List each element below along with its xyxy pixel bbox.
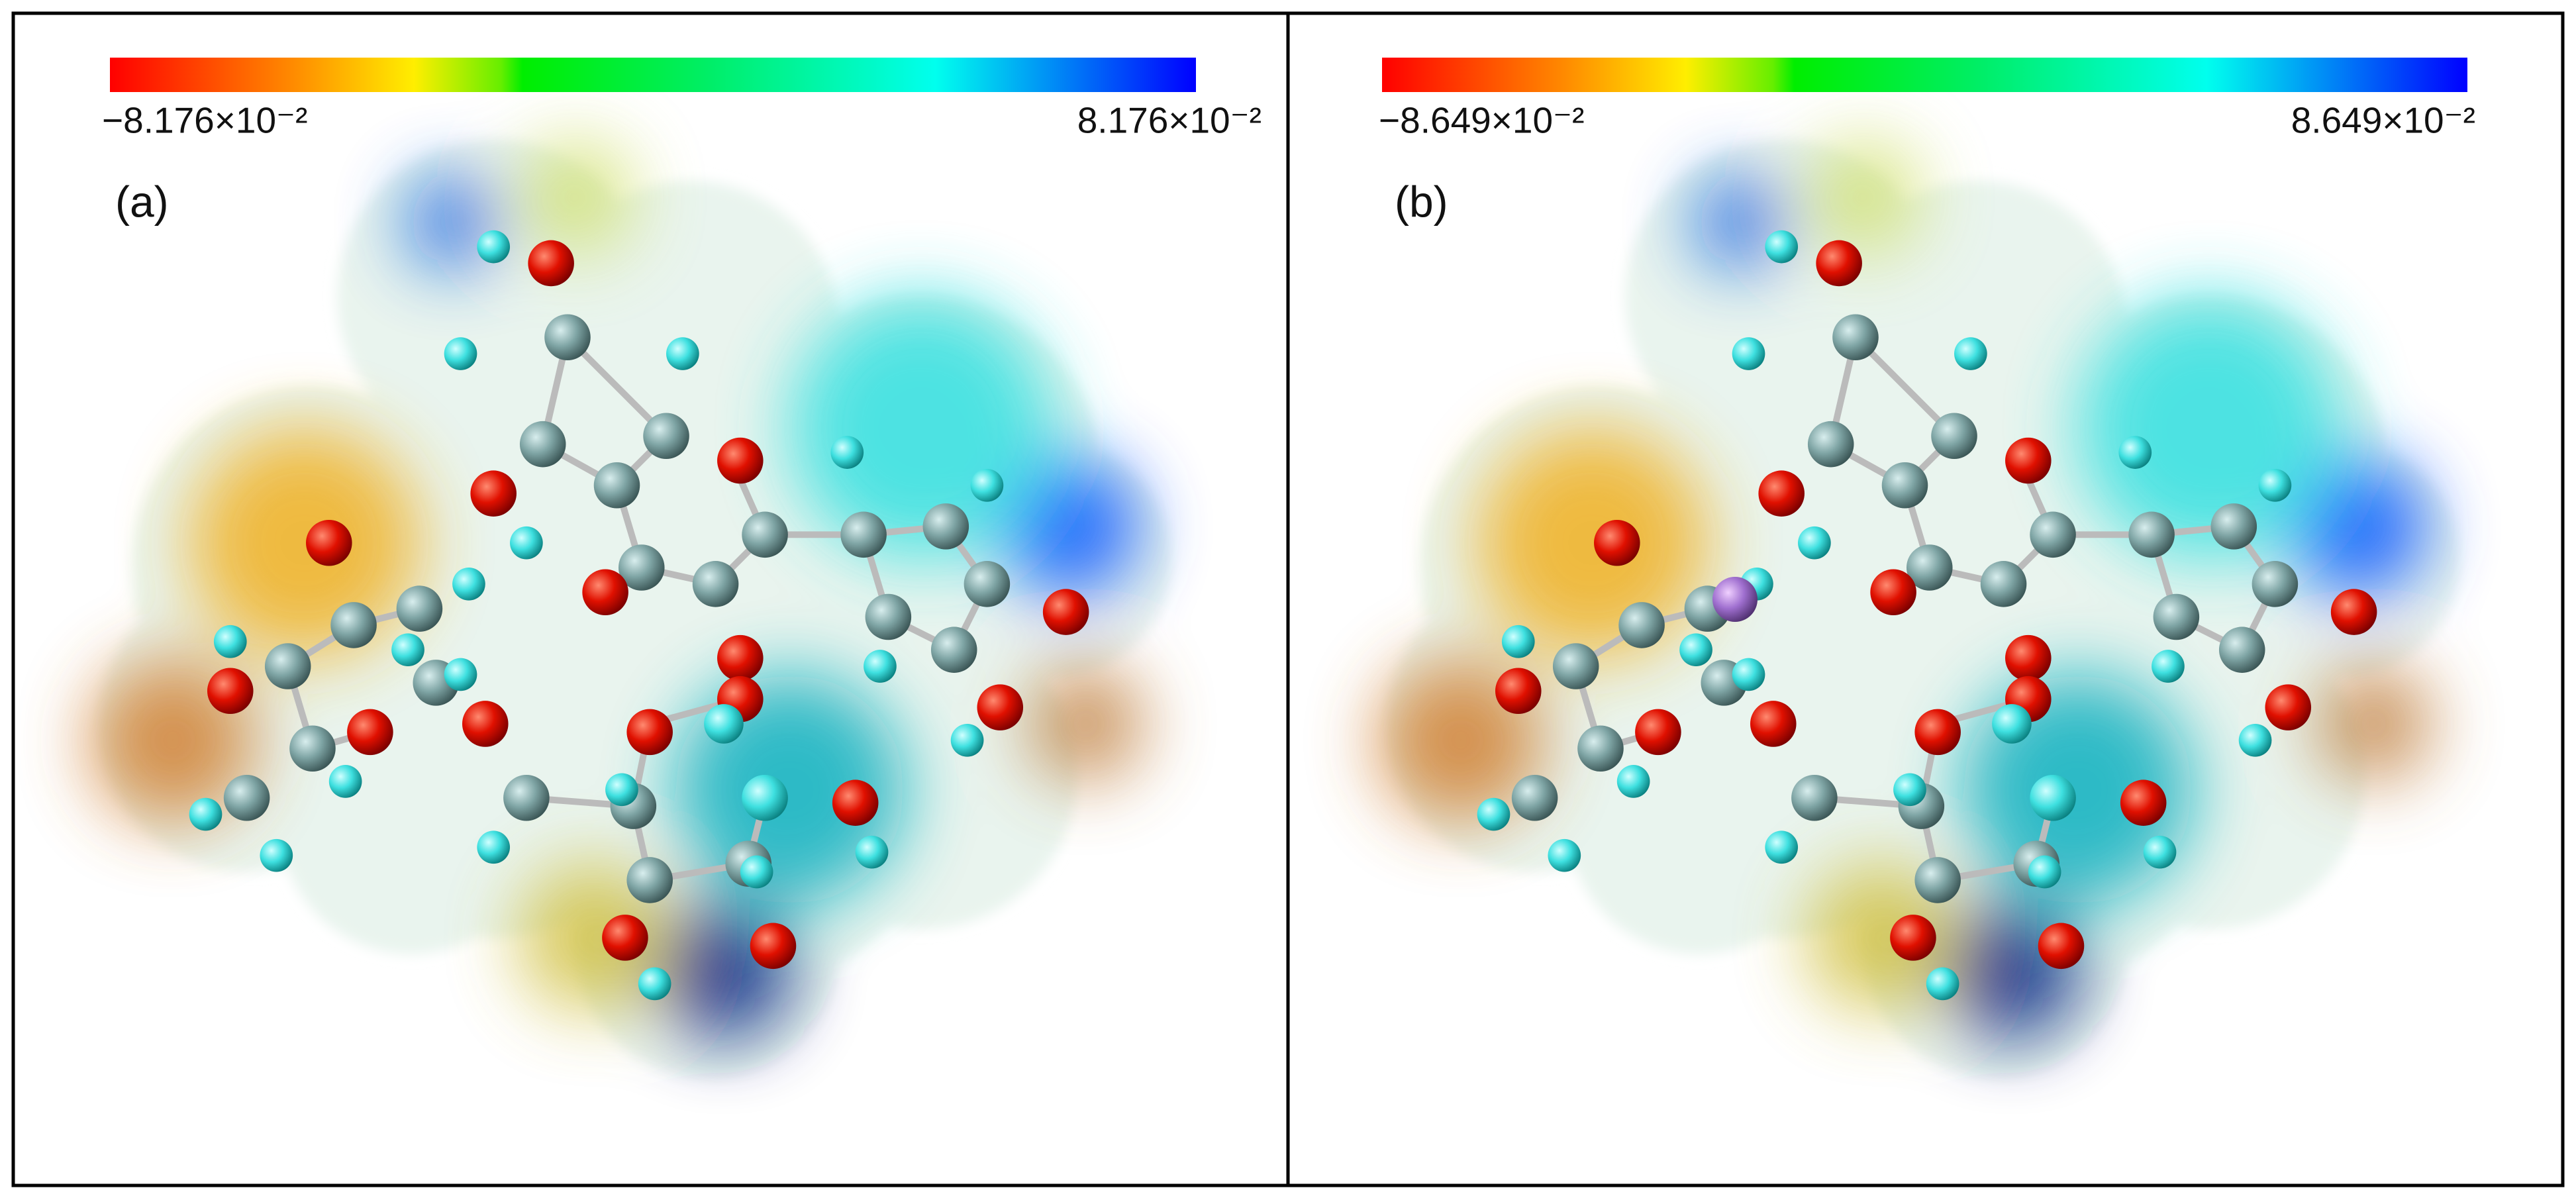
scale-min: −8.649×10⁻² [1379, 100, 1584, 141]
panel-b: −8.649×10⁻² 8.649×10⁻² (b) [1379, 58, 2475, 1078]
color-bar [110, 58, 1196, 92]
scale-max: 8.176×10⁻² [1077, 100, 1262, 141]
color-bar [1382, 58, 2467, 92]
scale-min: −8.176×10⁻² [102, 100, 307, 141]
metal-atom [1712, 577, 1758, 622]
panel-a: −8.176×10⁻² 8.176×10⁻² (a) [91, 58, 1262, 1078]
molecule-surface [1379, 140, 2459, 1078]
panel-label: (b) [1395, 177, 1448, 226]
scale-max: 8.649×10⁻² [2291, 100, 2475, 141]
molecule-surface [91, 140, 1171, 1078]
panel-label: (a) [115, 177, 169, 226]
